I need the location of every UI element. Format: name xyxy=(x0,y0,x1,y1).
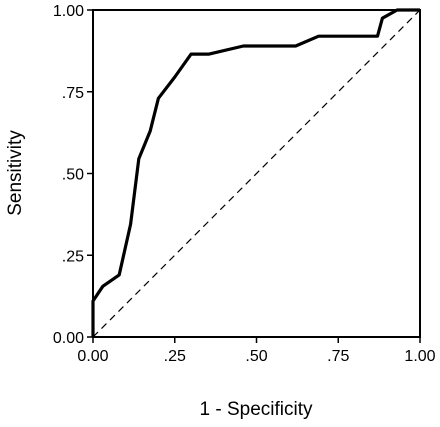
y-tick-label: .75 xyxy=(62,85,84,102)
roc-curve-line xyxy=(91,8,420,337)
y-axis-ticks: 0.00 .25 .50 .75 1.00 xyxy=(53,3,93,347)
x-tick-label: .75 xyxy=(327,348,349,365)
y-tick-label: .50 xyxy=(62,167,84,184)
y-axis-title: Sensitivity xyxy=(5,130,26,216)
y-tick-label: .25 xyxy=(62,248,84,265)
y-tick-label: 1.00 xyxy=(53,3,84,20)
x-tick-label: 1.00 xyxy=(404,348,435,365)
series-layer xyxy=(91,8,421,338)
y-tick-label: 0.00 xyxy=(53,330,84,347)
x-tick-label: 0.00 xyxy=(77,348,108,365)
x-axis-ticks: 0.00 .25 .50 .75 1.00 xyxy=(77,337,436,365)
x-axis-title: 1 - Specificity xyxy=(200,399,313,420)
x-tick-label: .50 xyxy=(245,348,267,365)
x-tick-label: .25 xyxy=(164,348,186,365)
reference-diagonal-line xyxy=(92,9,421,338)
